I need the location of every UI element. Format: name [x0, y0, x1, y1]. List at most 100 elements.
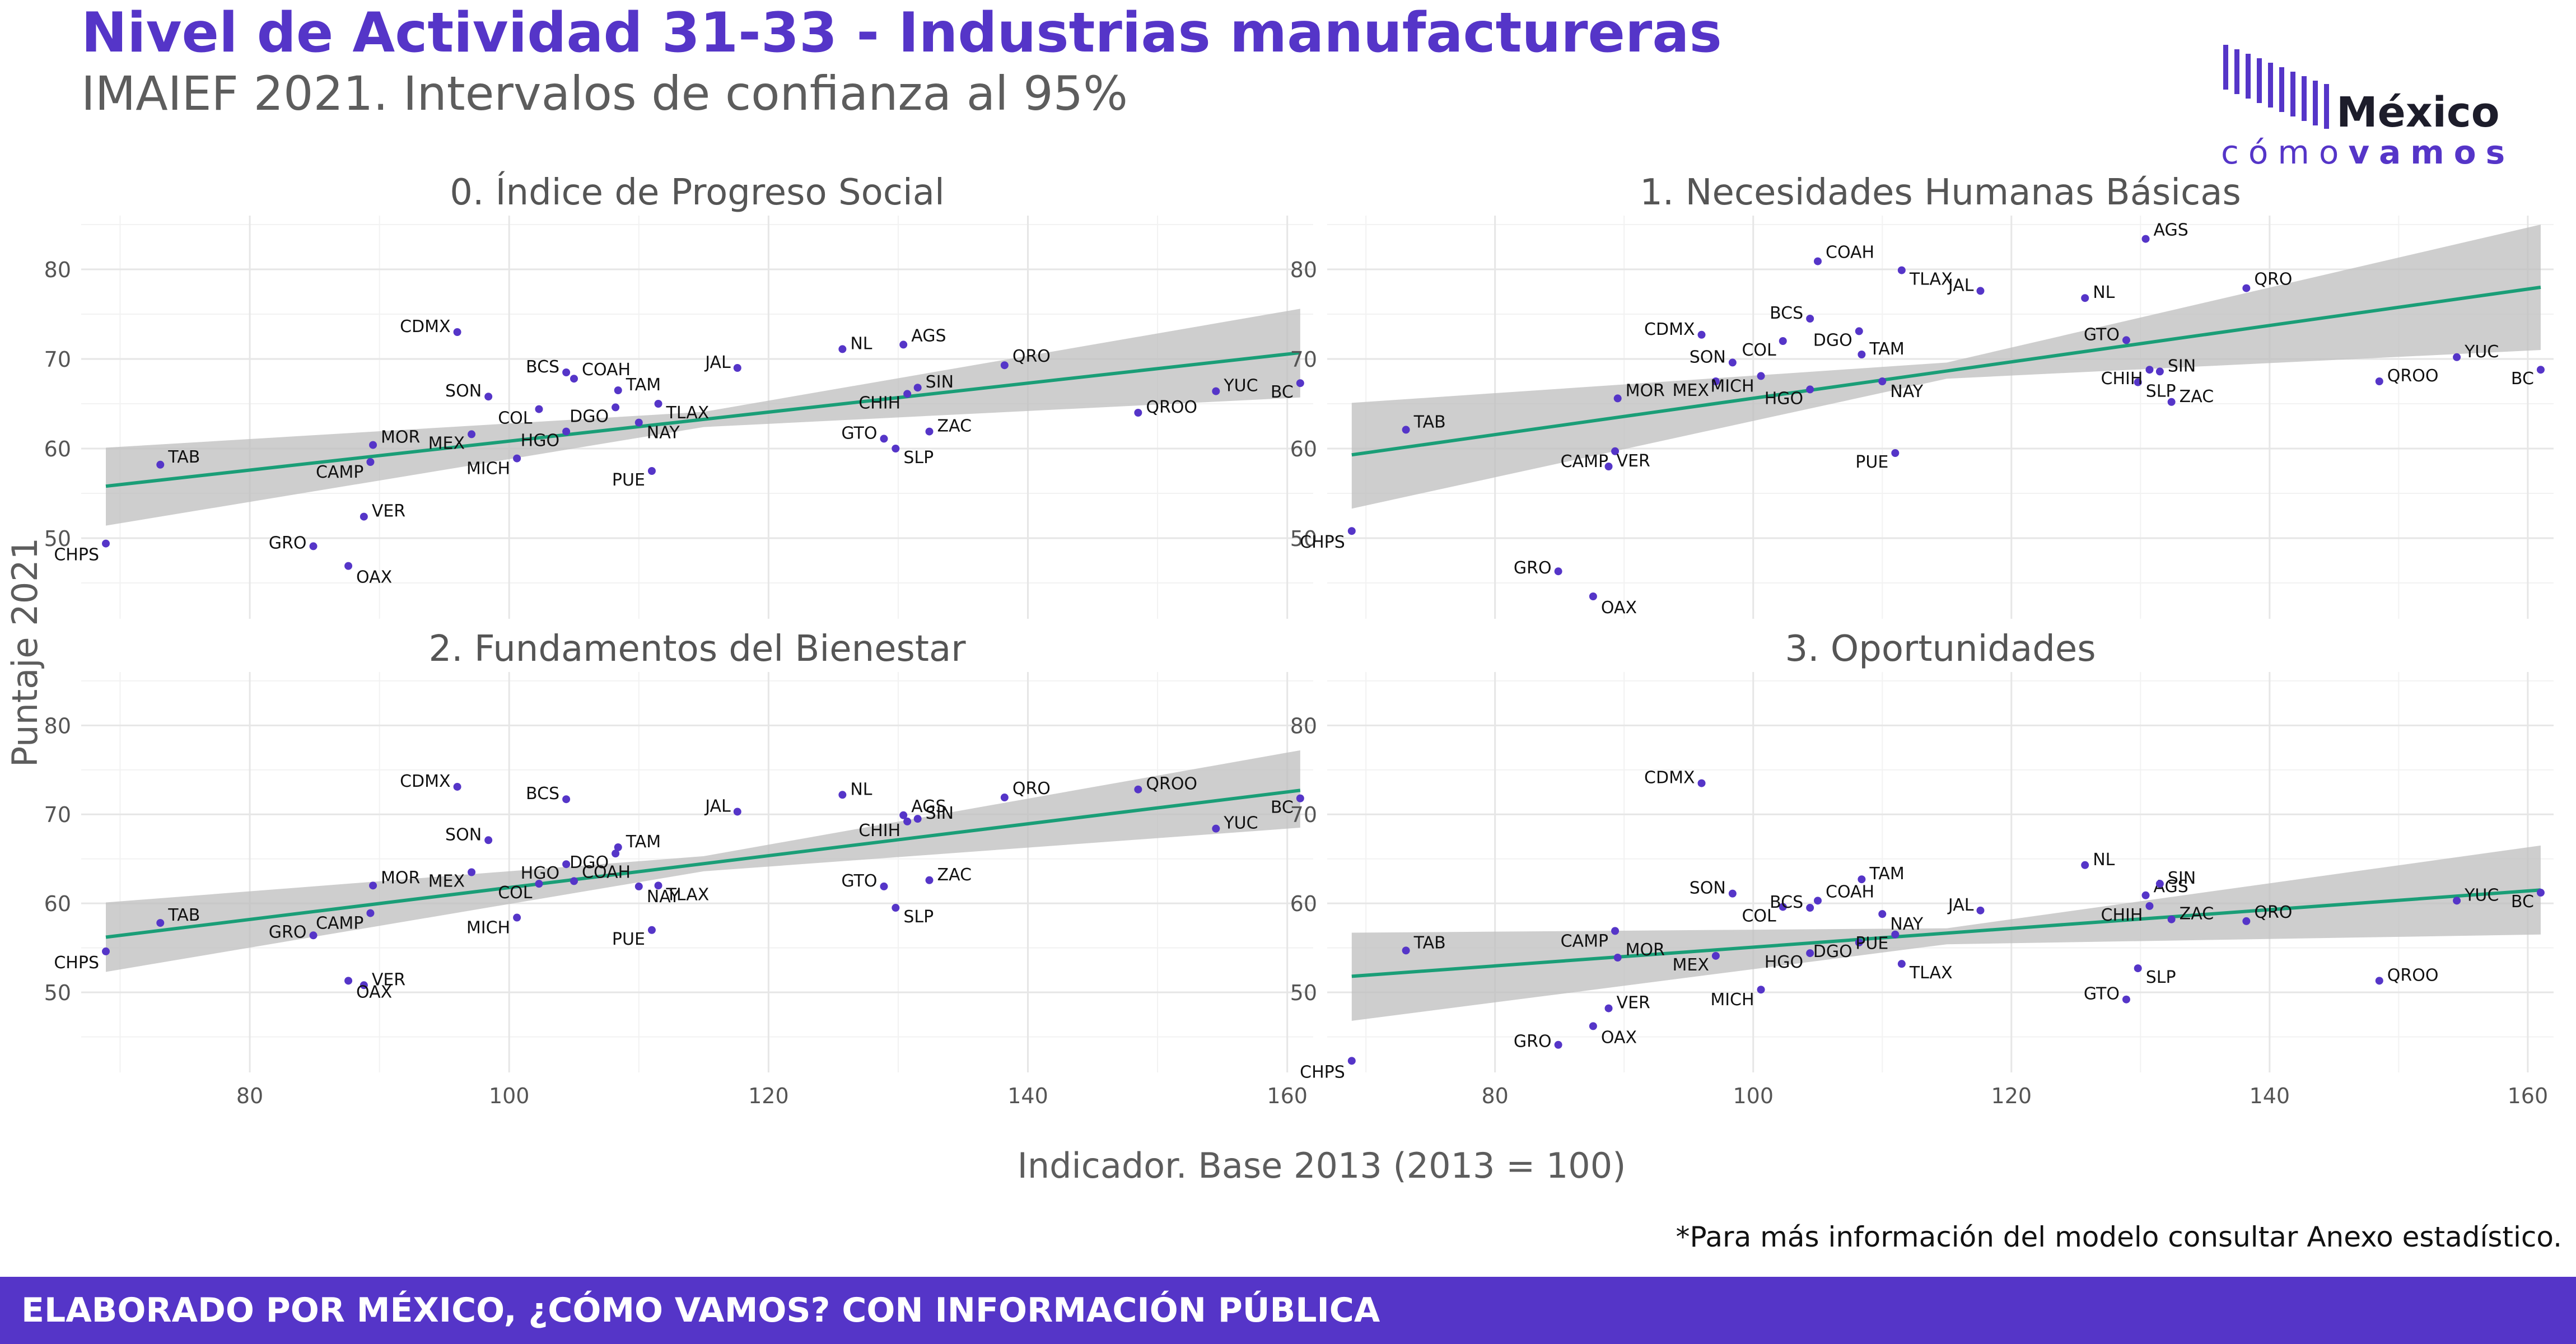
data-point-jal: [733, 808, 741, 816]
point-label: CHPS: [54, 545, 99, 565]
y-tick-label: 70: [1290, 347, 1317, 372]
point-label: VER: [1617, 451, 1650, 471]
data-point-mor: [1613, 394, 1622, 403]
data-point-gro: [1554, 567, 1562, 576]
data-point-mor: [1613, 954, 1622, 962]
data-point-dgo: [612, 403, 620, 412]
point-label: NAY: [647, 423, 680, 443]
data-point-sin: [2155, 880, 2164, 888]
data-point-oax: [344, 977, 353, 985]
point-label: QRO: [2254, 903, 2292, 922]
x-tick-label: 160: [2508, 1084, 2549, 1108]
point-label: ZAC: [2180, 904, 2214, 924]
data-point-zac: [2167, 398, 2176, 406]
data-point-zac: [2167, 915, 2176, 923]
data-point-chih: [903, 817, 912, 825]
point-label: TAM: [1869, 339, 1904, 359]
data-point-dgo: [612, 850, 620, 858]
point-label: QROO: [1146, 774, 1197, 794]
point-label: SIN: [926, 372, 954, 392]
data-point-nay: [1878, 377, 1887, 385]
point-label: TAB: [1413, 412, 1446, 432]
data-point-camp: [1611, 927, 1620, 935]
facet-panel-0: 50 60 70 80 0. Índice de Progreso Social CHPS…: [44, 171, 1313, 619]
point-label: NAY: [647, 887, 680, 907]
data-point-sin: [2155, 367, 2164, 376]
point-label: VER: [372, 970, 405, 990]
point-label: NAY: [1890, 382, 1924, 402]
facet-panel-2: 50 60 70 80 80 100 120 140 160 2. Fundamentos del…: [44, 628, 1313, 1108]
point-label: HGO: [1765, 953, 1803, 972]
point-label: AGS: [911, 326, 946, 346]
y-tick-label: 80: [1290, 258, 1317, 282]
data-point-coah: [570, 375, 578, 383]
data-point-chps: [102, 947, 110, 955]
point-label: TLAX: [1909, 270, 1953, 290]
data-point-jal: [1976, 906, 1985, 914]
faceted-scatter-chart: 50 60 70 80 0. Índice de Progreso Social CHPS…: [44, 171, 2554, 1108]
data-point-nl: [2081, 861, 2089, 869]
point-label: BC: [1271, 382, 1294, 402]
data-point-bcs: [562, 795, 571, 804]
facet-panel-3: 50 60 70 80 80 100 120 140 160 3. Oportunidades CH…: [1290, 628, 2554, 1108]
point-label: OAX: [1601, 598, 1637, 618]
point-label: CDMX: [1644, 768, 1695, 788]
data-point-pue: [1891, 449, 1900, 457]
point-label: SLP: [903, 907, 934, 927]
data-point-camp: [366, 458, 375, 466]
x-tick-label: 140: [1007, 1084, 1048, 1108]
data-point-bcs: [1806, 315, 1814, 323]
data-point-cdmx: [453, 782, 461, 791]
data-point-tam: [1858, 875, 1866, 884]
x-tick-label: 140: [2250, 1084, 2290, 1108]
facet-title: 0. Índice de Progreso Social: [450, 171, 945, 213]
data-point-col: [1779, 903, 1787, 911]
point-label: MEX: [428, 433, 465, 453]
point-label: PUE: [612, 470, 645, 490]
chart-subtitle: IMAIEF 2021. Intervalos de confianza al …: [81, 66, 1128, 121]
point-label: PUE: [612, 930, 645, 949]
data-point-pue: [647, 467, 656, 475]
point-label: COAH: [1826, 243, 1874, 263]
point-label: CAMP: [316, 914, 363, 934]
y-tick-label: 70: [44, 802, 71, 827]
point-label: SLP: [2146, 968, 2176, 987]
data-point-mex: [468, 868, 476, 876]
point-label: GRO: [269, 533, 307, 553]
point-label: GTO: [841, 423, 877, 443]
data-point-mich: [513, 454, 521, 463]
point-label: QRO: [1012, 779, 1051, 799]
data-point-gto: [2122, 336, 2130, 344]
data-point-nl: [2081, 294, 2089, 302]
point-label: GTO: [2084, 325, 2120, 344]
point-label: BC: [1271, 798, 1294, 818]
regression-line: [105, 351, 1301, 488]
y-tick-label: 50: [44, 981, 71, 1005]
footer-credit: ELABORADO POR MÉXICO, ¿CÓMO VAMOS? CON I…: [21, 1291, 1380, 1330]
data-point-ver: [1604, 1004, 1613, 1012]
data-point-mich: [1757, 372, 1765, 380]
data-point-tlax: [1897, 266, 1906, 274]
data-point-qroo: [1134, 785, 1142, 794]
point-label: DGO: [1813, 330, 1852, 350]
data-point-mor: [369, 881, 377, 890]
footnote: *Para más información del modelo consult…: [1676, 1221, 2562, 1253]
data-point-cdmx: [1697, 779, 1706, 787]
point-label: SIN: [2168, 356, 2196, 376]
point-label: JAL: [704, 796, 731, 816]
data-point-oax: [344, 562, 353, 570]
logo-word-mexico: México: [2336, 88, 2500, 137]
data-point-nl: [838, 345, 847, 353]
data-point-bc: [2536, 366, 2545, 374]
data-point-dgo: [1855, 939, 1863, 947]
data-point-bcs: [1806, 904, 1814, 912]
y-tick-label: 50: [44, 526, 71, 551]
data-point-ags: [899, 340, 908, 349]
point-label: COAH: [1826, 882, 1874, 902]
data-point-chps: [1347, 527, 1356, 535]
point-label: AGS: [2154, 221, 2188, 240]
regression-line: [105, 788, 1301, 939]
point-label: MICH: [1710, 990, 1754, 1010]
point-label: COAH: [582, 862, 631, 882]
point-label: ZAC: [2180, 387, 2214, 407]
